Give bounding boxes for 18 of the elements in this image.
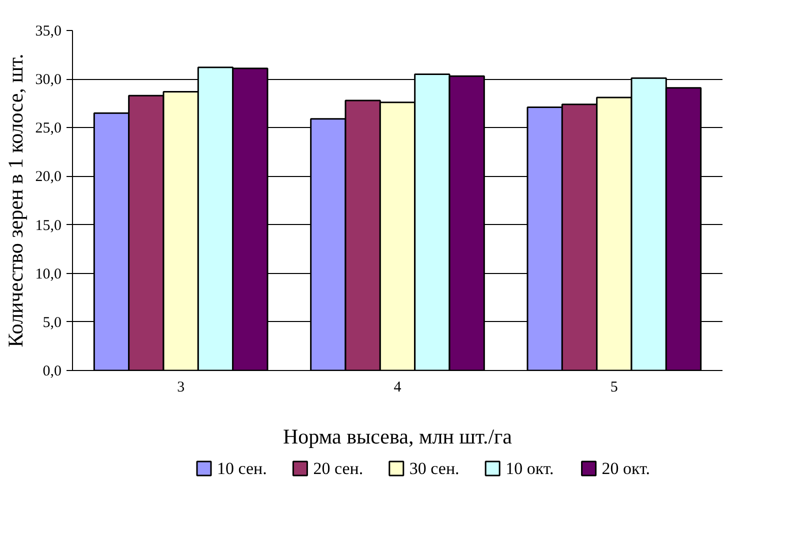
y-tick-label: 25,0 (35, 120, 62, 137)
y-tick-label: 30,0 (35, 72, 62, 88)
legend-label: 10 сен. (217, 459, 267, 478)
x-axis-title: Норма высева, млн шт./га (283, 424, 513, 448)
y-tick-label: 15,0 (35, 218, 62, 234)
y-axis-title: Количество зерен в 1 колосе, шт. (3, 54, 28, 348)
y-tick-label: 0,0 (42, 364, 62, 380)
y-tick-label: 35,0 (35, 24, 62, 40)
x-tick-label: 4 (394, 380, 402, 396)
legend-label: 20 сен. (313, 459, 364, 478)
y-tick-label: 10,0 (35, 266, 62, 282)
x-tick-label: 3 (177, 380, 185, 396)
y-tick-label: 5,0 (42, 314, 62, 331)
y-tick-label: 20,0 (35, 169, 62, 186)
x-tick-label: 5 (610, 380, 618, 396)
legend-label: 10 окт. (506, 459, 554, 478)
legend-label: 30 сен. (409, 459, 460, 478)
legend-label: 20 окт. (602, 459, 650, 478)
